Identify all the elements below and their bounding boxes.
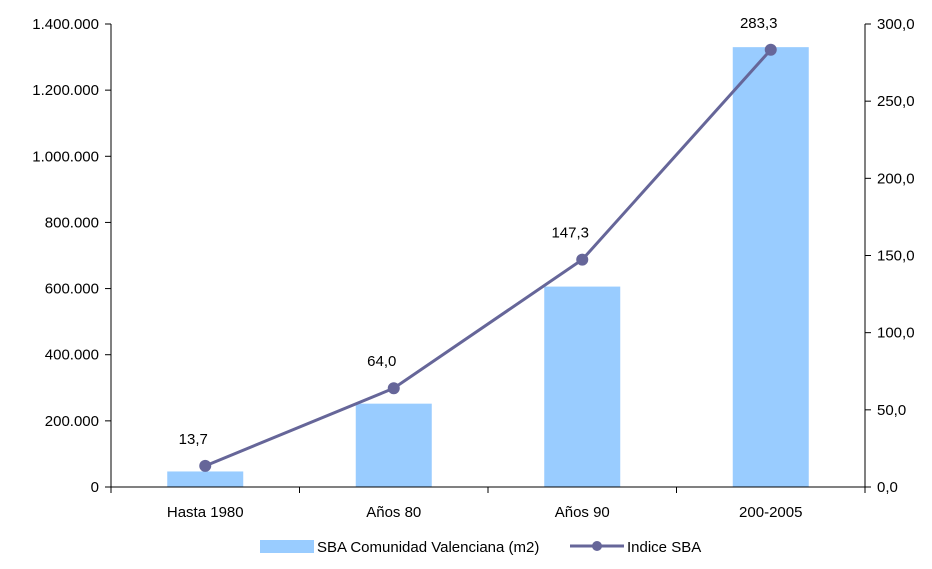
line-point-1	[199, 459, 212, 472]
data-label-4: 283,3	[740, 15, 778, 32]
y-right-tick-label-5: 200,0	[877, 170, 915, 187]
y-right-tick-label-1: 0,0	[877, 479, 898, 496]
line-series-group: 13,7 64,0 147,3 283,3	[179, 15, 778, 472]
y-left-tick-label-4: 600.000	[45, 281, 99, 298]
legend-label-line: Indice SBA	[627, 539, 701, 556]
legend: SBA Comunidad Valenciana (m2) Indice SBA	[260, 539, 701, 556]
bars-group	[167, 47, 809, 488]
axes-group: 0 200.000 400.000 600.000 800.000 1.000.000 1.…	[32, 16, 914, 521]
data-label-2: 64,0	[367, 353, 396, 370]
data-label-3: 147,3	[551, 225, 589, 242]
y-left-tick-label-5: 800.000	[45, 214, 99, 231]
bar-4	[732, 47, 809, 488]
y-right-tick-label-2: 50,0	[877, 402, 906, 419]
y-right-tick-label-7: 300,0	[877, 16, 915, 33]
y-left-tick-label-8: 1.400.000	[32, 16, 99, 33]
y-right-tick-label-4: 150,0	[877, 248, 915, 265]
y-left-tick-label-1: 0	[91, 479, 99, 496]
x-tick-label-3: Años 90	[555, 504, 610, 521]
y-left-tick-label-2: 200.000	[45, 413, 99, 430]
x-tick-label-2: Años 80	[366, 504, 421, 521]
bar-1	[167, 471, 244, 487]
y-left-tick-label-3: 400.000	[45, 347, 99, 364]
y-left-tick-label-6: 1.000.000	[32, 148, 99, 165]
bar-2	[355, 403, 432, 487]
line-point-3	[576, 253, 589, 266]
x-tick-label-4: 200-2005	[739, 504, 802, 521]
y-right-tick-label-3: 100,0	[877, 325, 915, 342]
legend-swatch-bar	[260, 540, 314, 553]
legend-label-bar: SBA Comunidad Valenciana (m2)	[317, 539, 539, 556]
y-right-tick-label-6: 250,0	[877, 93, 915, 110]
x-tick-label-1: Hasta 1980	[167, 504, 244, 521]
line-point-2	[387, 382, 400, 395]
line-indice-sba	[204, 48, 772, 468]
line-point-4	[764, 43, 777, 56]
data-label-1: 13,7	[179, 431, 208, 448]
legend-swatch-line-marker	[592, 541, 602, 551]
y-left-tick-label-7: 1.200.000	[32, 82, 99, 99]
bar-3	[544, 286, 621, 487]
